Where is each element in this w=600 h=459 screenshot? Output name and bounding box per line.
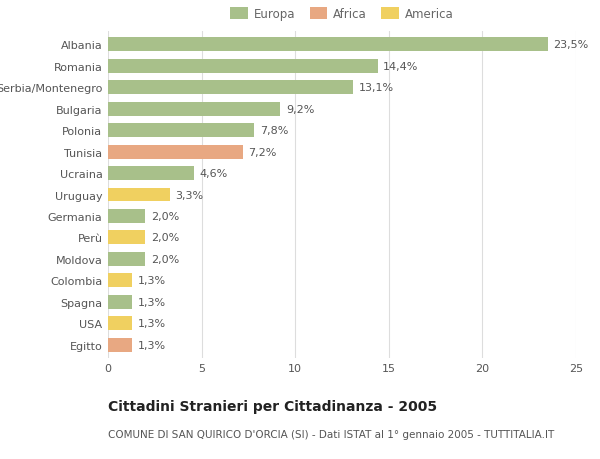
Text: 7,8%: 7,8%	[260, 126, 288, 136]
Legend: Europa, Africa, America: Europa, Africa, America	[228, 5, 456, 23]
Bar	[108, 317, 133, 330]
Text: 9,2%: 9,2%	[286, 104, 314, 114]
Text: 4,6%: 4,6%	[200, 168, 228, 179]
Text: 1,3%: 1,3%	[138, 340, 166, 350]
Bar	[108, 188, 170, 202]
Text: Cittadini Stranieri per Cittadinanza - 2005: Cittadini Stranieri per Cittadinanza - 2…	[108, 399, 437, 413]
Bar	[108, 167, 194, 180]
Text: 2,0%: 2,0%	[151, 212, 179, 222]
Text: 14,4%: 14,4%	[383, 62, 419, 72]
Text: 1,3%: 1,3%	[138, 319, 166, 329]
Bar	[108, 210, 145, 224]
Bar	[108, 252, 145, 266]
Bar	[108, 145, 243, 159]
Bar	[108, 274, 133, 288]
Text: 2,0%: 2,0%	[151, 233, 179, 243]
Text: 3,3%: 3,3%	[175, 190, 203, 200]
Text: 1,3%: 1,3%	[138, 276, 166, 286]
Bar	[108, 295, 133, 309]
Text: 1,3%: 1,3%	[138, 297, 166, 307]
Bar	[108, 231, 145, 245]
Bar	[108, 102, 280, 116]
Bar	[108, 338, 133, 352]
Text: 7,2%: 7,2%	[248, 147, 277, 157]
Text: 2,0%: 2,0%	[151, 254, 179, 264]
Bar	[108, 81, 353, 95]
Text: 13,1%: 13,1%	[359, 83, 394, 93]
Text: 23,5%: 23,5%	[554, 40, 589, 50]
Text: COMUNE DI SAN QUIRICO D'ORCIA (SI) - Dati ISTAT al 1° gennaio 2005 - TUTTITALIA.: COMUNE DI SAN QUIRICO D'ORCIA (SI) - Dat…	[108, 429, 554, 439]
Bar	[108, 60, 377, 73]
Bar	[108, 124, 254, 138]
Bar	[108, 38, 548, 52]
